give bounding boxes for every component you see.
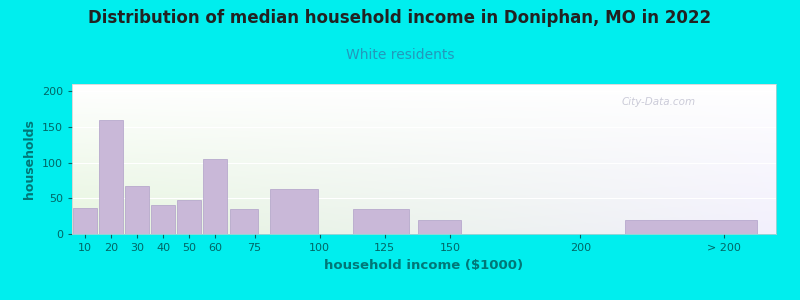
Y-axis label: households: households — [23, 119, 36, 199]
Bar — [354, 209, 409, 234]
Text: Distribution of median household income in Doniphan, MO in 2022: Distribution of median household income … — [89, 9, 711, 27]
Bar — [151, 206, 175, 234]
Bar — [125, 186, 149, 234]
Bar — [418, 220, 462, 234]
Bar — [203, 159, 227, 234]
Text: City-Data.com: City-Data.com — [621, 97, 695, 107]
X-axis label: household income ($1000): household income ($1000) — [325, 259, 523, 272]
Bar — [73, 208, 97, 234]
Bar — [230, 209, 258, 234]
Bar — [178, 200, 202, 234]
Bar — [270, 189, 318, 234]
Text: White residents: White residents — [346, 48, 454, 62]
Bar — [99, 120, 123, 234]
Bar — [626, 220, 758, 234]
